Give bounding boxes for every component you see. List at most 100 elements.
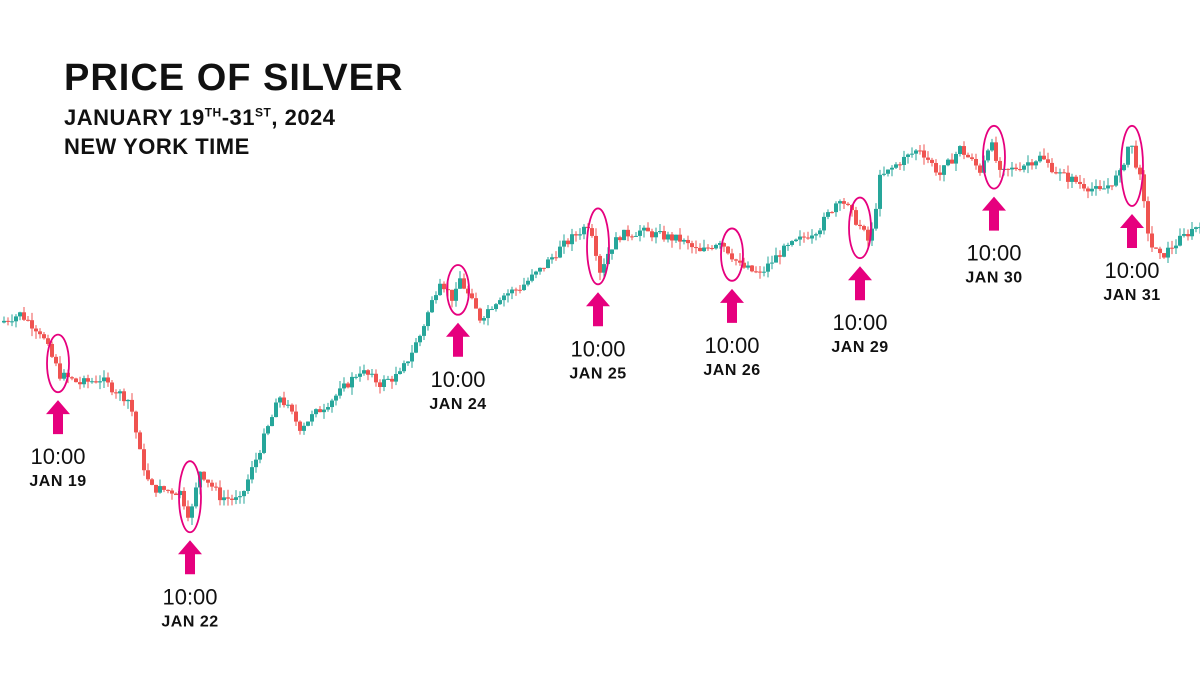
candle-body — [942, 165, 946, 175]
candle-body — [806, 237, 810, 239]
candle-body — [406, 361, 410, 364]
candle — [146, 463, 150, 482]
candle — [1050, 158, 1054, 174]
candle — [802, 232, 806, 243]
candle — [422, 324, 426, 340]
candle-body — [454, 288, 458, 301]
candle — [426, 310, 430, 331]
candle-body — [638, 230, 642, 236]
candle — [1010, 162, 1014, 177]
annotation-date: JAN 22 — [161, 613, 218, 630]
candle-body — [662, 231, 666, 240]
candle — [654, 227, 658, 244]
candle-body — [794, 239, 798, 242]
candle-body — [862, 226, 866, 230]
annotation-time: 10:00 — [162, 584, 217, 609]
candle — [226, 489, 230, 506]
candle — [202, 471, 206, 482]
candle — [1094, 179, 1098, 196]
candle-body — [682, 239, 686, 242]
candle-body — [770, 262, 774, 264]
candle — [414, 338, 418, 354]
annotation-time: 10:00 — [832, 310, 887, 335]
candle — [370, 368, 374, 378]
candle-body — [1082, 184, 1086, 189]
candle-body — [786, 244, 790, 246]
candle-body — [122, 391, 126, 402]
candle-body — [250, 467, 254, 480]
candle — [738, 253, 742, 266]
candle-body — [134, 411, 138, 433]
candle-body — [310, 414, 314, 422]
candle — [494, 303, 498, 312]
candle-body — [958, 146, 962, 155]
candle — [94, 375, 98, 384]
candle — [346, 381, 350, 389]
candle — [922, 144, 926, 165]
candle — [350, 372, 354, 395]
candle-body — [202, 471, 206, 480]
candle-body — [434, 295, 438, 301]
candle — [758, 266, 762, 279]
candle — [1070, 173, 1074, 189]
candle — [842, 197, 846, 209]
candle — [598, 254, 602, 281]
chart-subtitle: JANUARY 19TH-31ST, 2024 — [64, 104, 403, 132]
candle-body — [1182, 234, 1186, 236]
candle — [786, 242, 790, 251]
candle-body — [470, 293, 474, 299]
candle-body — [578, 234, 582, 236]
candle-body — [254, 459, 258, 468]
annotation-date: JAN 25 — [569, 365, 626, 382]
annotation: 10:00 JAN 24 — [429, 264, 486, 413]
candle — [1130, 145, 1134, 154]
candle — [1106, 178, 1110, 194]
candle — [714, 243, 718, 250]
candle-body — [1054, 172, 1058, 174]
candle-body — [298, 421, 302, 431]
candle — [882, 166, 886, 177]
candle — [582, 224, 586, 240]
candle — [694, 240, 698, 254]
candle-body — [634, 235, 638, 237]
annotation: 10:00 JAN 31 — [1103, 124, 1160, 304]
candle-body — [610, 249, 614, 254]
candle-body — [502, 295, 506, 301]
candle — [1178, 228, 1182, 247]
subtitle-sup-2: ST — [255, 105, 272, 120]
candle-body — [1090, 188, 1094, 192]
candle — [322, 403, 326, 419]
candle — [766, 256, 770, 278]
candle — [462, 273, 466, 290]
annotation-time: 10:00 — [966, 241, 1021, 266]
candle-body — [322, 409, 326, 413]
candle-body — [358, 373, 362, 377]
candle — [38, 328, 42, 339]
candle — [986, 148, 990, 163]
candle — [998, 157, 1002, 178]
candle — [46, 334, 50, 346]
candle-body — [562, 240, 566, 247]
candle-body — [1102, 188, 1106, 190]
candle — [302, 422, 306, 435]
candle — [1078, 175, 1082, 189]
candle-body — [582, 226, 586, 235]
candle — [1090, 182, 1094, 196]
candle — [630, 234, 634, 241]
candle — [122, 388, 126, 406]
candle — [622, 229, 626, 241]
candle-body — [566, 240, 570, 245]
annotation-date: JAN 31 — [1103, 287, 1160, 304]
candle — [750, 264, 754, 273]
candle-body — [1114, 175, 1118, 186]
candle — [706, 244, 710, 251]
candle — [398, 367, 402, 375]
candle — [734, 258, 738, 266]
candle-body — [1062, 172, 1066, 174]
candle-body — [990, 142, 994, 151]
candle — [762, 266, 766, 277]
candle-body — [1150, 233, 1154, 248]
candle — [1190, 221, 1194, 240]
candle-body — [558, 246, 562, 258]
candle-body — [1154, 247, 1158, 249]
